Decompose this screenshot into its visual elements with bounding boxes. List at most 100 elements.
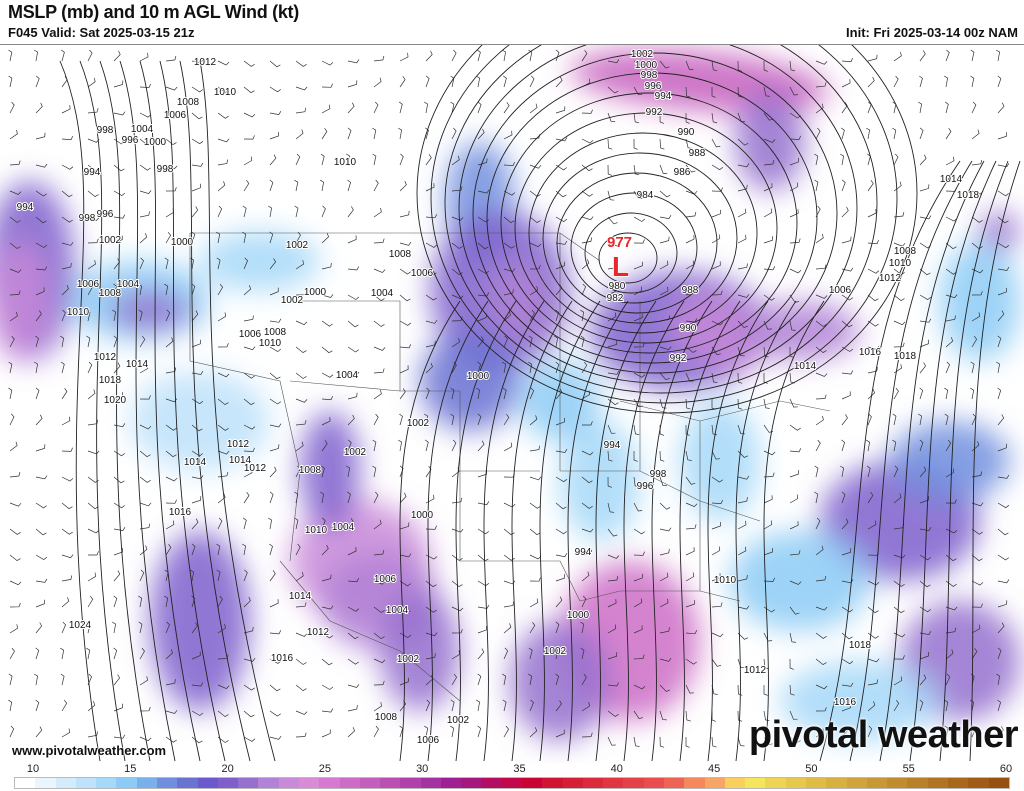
wind-barb (295, 260, 304, 270)
wind-barb (9, 290, 21, 296)
wind-barb (503, 190, 516, 196)
wind-barb (217, 112, 229, 119)
wind-barb (139, 545, 148, 556)
isobar-label: 986 (674, 167, 691, 178)
state-borders (189, 232, 831, 702)
wind-barb (971, 603, 983, 608)
wind-barb (607, 476, 612, 488)
wind-barb (477, 604, 490, 609)
wind-barb (763, 710, 770, 722)
weather-map[interactable]: 1012 1010 1008 1006 998 1004 996 1000 994 998 1010… (0, 0, 1024, 763)
wind-barb (451, 242, 463, 249)
wind-barb (945, 127, 952, 140)
wind-barb (295, 153, 301, 166)
wind-barb (919, 215, 932, 220)
isobar (483, 300, 545, 762)
wind-barb (9, 190, 22, 195)
isobar-label: 1002 (544, 646, 567, 657)
wind-barb (502, 673, 507, 686)
wind-barb (814, 153, 819, 166)
wind-barb (165, 499, 177, 504)
wind-barb (217, 159, 229, 166)
wind-barb (451, 528, 464, 533)
wind-barb (789, 470, 800, 478)
isobar-label: 1012 (744, 665, 767, 676)
wind-barb (867, 320, 879, 327)
wind-barb (685, 398, 691, 410)
colorbar-tick: 50 (805, 763, 818, 775)
wind-barb (9, 268, 22, 273)
isobar (707, 300, 769, 762)
wind-barb (450, 699, 455, 712)
isobar-label: 1000 (467, 371, 490, 382)
wind-barb (165, 231, 172, 244)
wind-barb (841, 236, 852, 244)
wind-barb (529, 75, 535, 88)
wind-barb (191, 206, 199, 218)
wind-barb (399, 320, 412, 326)
wind-barb (789, 736, 801, 744)
wind-barb (580, 335, 585, 348)
wind-barb (295, 320, 308, 326)
wind-barb (87, 260, 96, 270)
wind-barb (580, 621, 585, 634)
wind-barb (997, 502, 1010, 509)
wind-barb (633, 625, 643, 634)
wind-barb (607, 112, 616, 122)
wind-barb (685, 600, 696, 608)
wind-barb (61, 597, 70, 608)
wind-barb (997, 622, 1005, 634)
wind-barb (659, 260, 669, 270)
wind-barb (217, 424, 229, 431)
isobar-label: 994 (84, 167, 101, 178)
wind-barb (243, 491, 250, 504)
wind-barb (87, 77, 96, 88)
wind-barb (61, 699, 68, 712)
wind-barb (321, 128, 328, 140)
isobar-label: 1012 (307, 627, 330, 638)
isobar-label: 1008 (389, 249, 412, 260)
wind-barb (477, 580, 490, 587)
colorbar-cell (461, 778, 482, 788)
wind-barb (217, 450, 230, 455)
wind-barb (996, 673, 1000, 686)
wind-barb (164, 283, 169, 296)
wind-barb (373, 702, 382, 712)
wind-barb (685, 346, 697, 353)
wind-barb (191, 398, 204, 405)
border-line (459, 471, 581, 602)
wind-barb (61, 309, 66, 322)
wind-barb (347, 518, 354, 530)
isobar-label: 1016 (169, 507, 192, 518)
wind-barb (893, 212, 905, 218)
isobar (416, 0, 918, 414)
wind-barb (763, 547, 773, 556)
wind-barb (269, 258, 277, 270)
wind-barb (659, 657, 672, 662)
isobar (542, 152, 738, 324)
wind-barb (685, 658, 697, 665)
wind-barb (139, 257, 144, 270)
wind-barb (477, 336, 484, 348)
wind-barb (581, 595, 587, 608)
isobar-label: 1008 (177, 97, 200, 108)
website-link[interactable]: www.pivotalweather.com (12, 743, 167, 758)
wind-barb (269, 131, 279, 140)
wind-barb (139, 364, 149, 374)
wind-barb (87, 450, 100, 455)
wind-barb (502, 361, 507, 374)
wind-barb (320, 153, 325, 166)
wind-barb (191, 518, 199, 530)
colorbar-tick: 30 (416, 763, 429, 775)
wind-barb (295, 710, 308, 715)
colorbar-tick: 25 (318, 763, 332, 775)
wind-barb (607, 736, 616, 746)
isobar (199, 60, 276, 762)
wind-barb (867, 701, 876, 712)
wind-barb (86, 335, 91, 348)
wind-barb (529, 445, 541, 452)
wind-barb (9, 160, 21, 166)
isobar (472, 52, 838, 374)
isobar-label: 998 (157, 164, 174, 175)
wind-barb (893, 75, 899, 88)
